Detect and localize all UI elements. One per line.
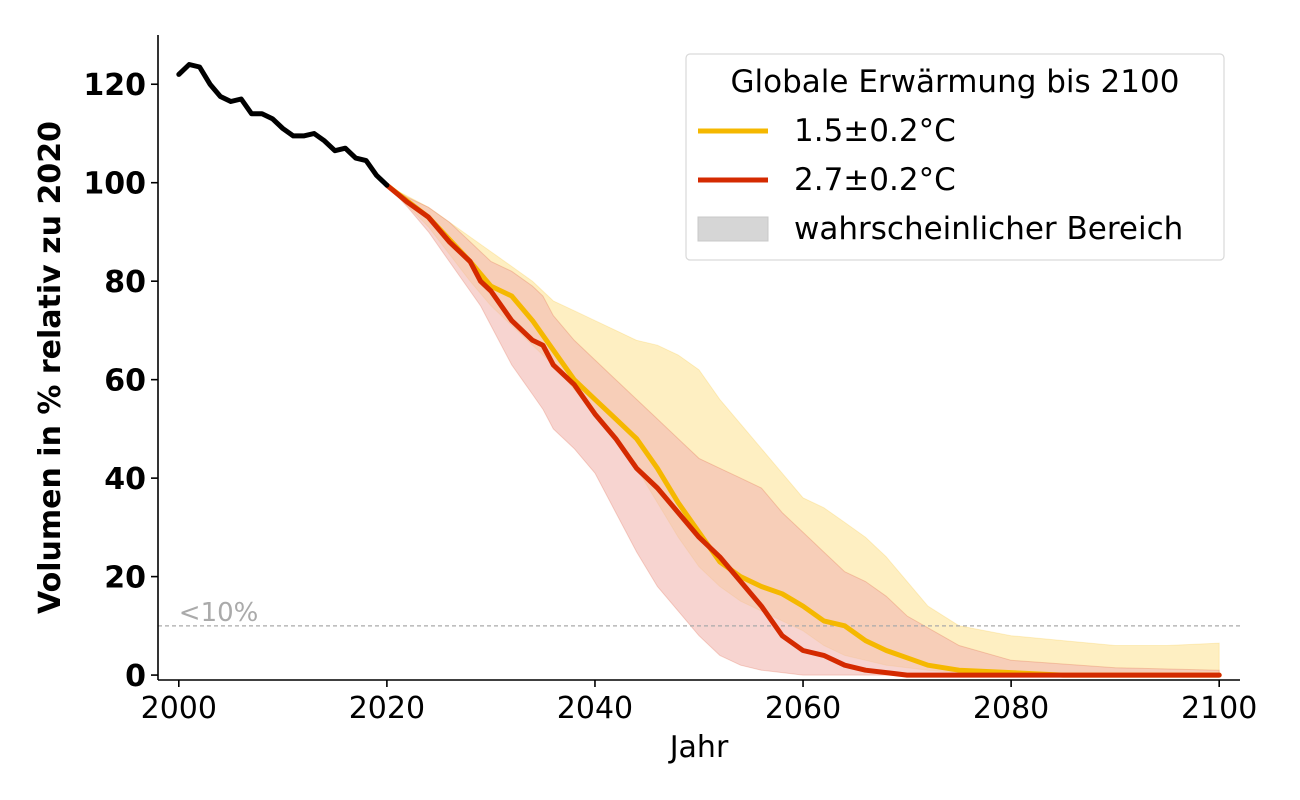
y-tick-label: 60 <box>104 364 146 399</box>
ten-percent-label: <10% <box>179 598 259 628</box>
x-tick-label: 2040 <box>557 691 633 726</box>
x-tick-label: 2000 <box>141 691 217 726</box>
legend-title: Globale Erwärmung bis 2100 <box>731 64 1180 100</box>
y-tick-label: 80 <box>104 265 146 300</box>
y-tick-label: 120 <box>83 68 146 103</box>
y-tick-label: 20 <box>104 561 146 596</box>
line-2-7c <box>384 182 1222 678</box>
series-lines <box>176 62 1222 678</box>
y-axis-title: Volumen in % relativ zu 2020 <box>33 121 68 614</box>
line-1-5c <box>384 182 1222 678</box>
legend-box <box>685 53 1225 261</box>
y-tick-label: 100 <box>83 167 146 202</box>
x-axis-title: Jahr <box>668 730 729 765</box>
legend-label-likely-range: wahrscheinlicher Bereich <box>794 211 1183 247</box>
x-tick-label: 2080 <box>973 691 1049 726</box>
y-tick-label: 0 <box>125 659 146 694</box>
legend: Globale Erwärmung bis 2100 1.5±0.2°C 2.7… <box>685 53 1225 261</box>
axes <box>157 35 1240 681</box>
x-tick-label: 2060 <box>765 691 841 726</box>
legend-swatch-likely-range <box>697 216 769 242</box>
y-ticks: 0 20 40 60 80 100 120 <box>83 68 158 694</box>
y-tick-label: 40 <box>104 462 146 497</box>
x-tick-label: 2020 <box>349 691 425 726</box>
legend-label-1-5c: 1.5±0.2°C <box>794 113 956 149</box>
legend-label-2-7c: 2.7±0.2°C <box>794 162 956 198</box>
x-ticks: 2000 2020 2040 2060 2080 2100 <box>141 680 1257 726</box>
x-tick-label: 2100 <box>1181 691 1257 726</box>
line-historical <box>176 62 390 188</box>
